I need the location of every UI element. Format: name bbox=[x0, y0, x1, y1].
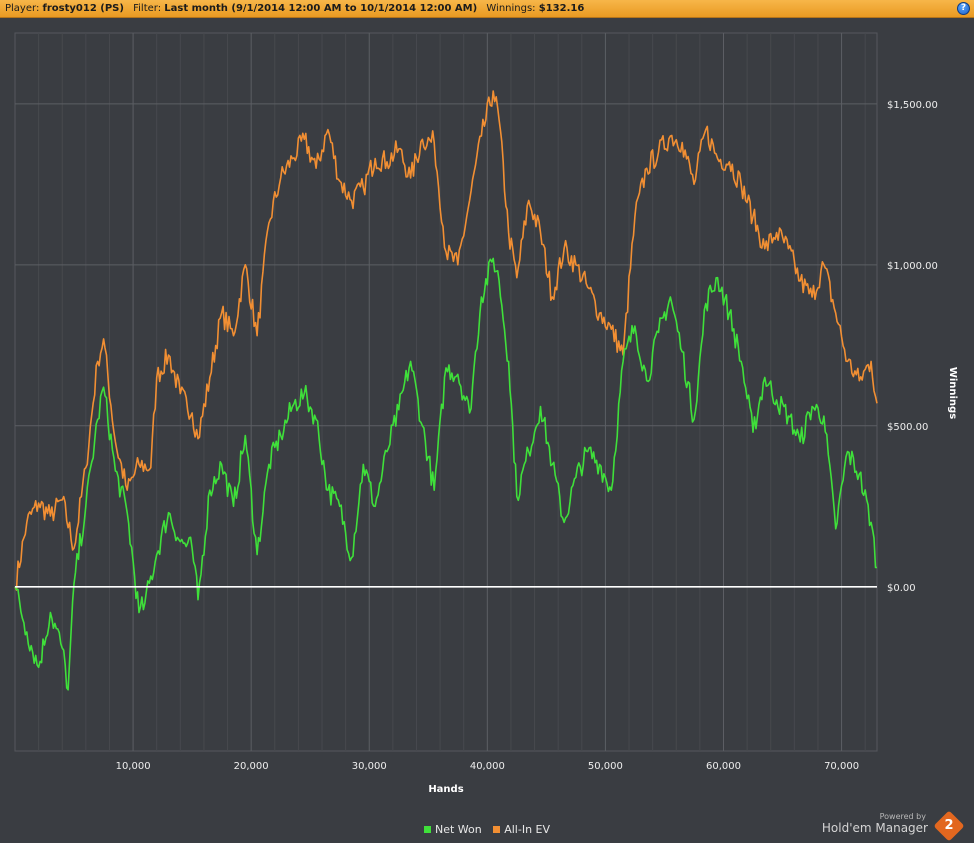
legend-item-net-won[interactable]: Net Won bbox=[423, 823, 482, 836]
brand-name: Hold'em Manager bbox=[821, 821, 928, 835]
y-axis-title: Winnings bbox=[947, 367, 958, 419]
legend-swatch-all-in-ev bbox=[493, 826, 501, 833]
powered-by-text: Powered by bbox=[879, 812, 926, 821]
plot-background bbox=[14, 32, 878, 752]
player-label: Player: bbox=[5, 3, 40, 14]
filter-value: Last month (9/1/2014 12:00 AM to 10/1/20… bbox=[164, 3, 478, 14]
x-tick-label: 20,000 bbox=[234, 761, 269, 772]
chart-legend: Net Won All-In EV bbox=[0, 823, 974, 836]
legend-label-net-won: Net Won bbox=[434, 823, 482, 836]
series-lines bbox=[14, 90, 878, 691]
x-tick-label: 70,000 bbox=[824, 761, 859, 772]
series-line-net-won bbox=[14, 257, 877, 691]
player-value: frosty012 (PS) bbox=[42, 3, 124, 14]
y-tick-label: $0.00 bbox=[887, 583, 916, 594]
tick-labels: 10,000 20,000 30,000 40,000 50,000 60,000 70,0… bbox=[116, 100, 938, 772]
legend-swatch-net-won bbox=[423, 826, 431, 833]
filter-label: Filter: bbox=[133, 3, 162, 14]
winnings-label: Winnings: bbox=[486, 3, 536, 14]
brand-badge-number: 2 bbox=[944, 818, 954, 833]
winnings-value: $132.16 bbox=[538, 3, 585, 14]
help-icon[interactable]: ? bbox=[957, 2, 970, 15]
legend-label-all-in-ev: All-In EV bbox=[504, 823, 551, 836]
x-tick-label: 40,000 bbox=[470, 761, 505, 772]
series-line-all-in-ev bbox=[14, 90, 878, 591]
x-tick-label: 30,000 bbox=[352, 761, 387, 772]
y-tick-label: $1,500.00 bbox=[887, 100, 938, 111]
report-header: Player: frosty012 (PS) Filter: Last mont… bbox=[0, 0, 974, 18]
x-tick-label: 50,000 bbox=[588, 761, 623, 772]
y-tick-label: $500.00 bbox=[887, 422, 928, 433]
x-tick-label: 10,000 bbox=[116, 761, 151, 772]
brand-logo: Powered by Hold'em Manager 2 bbox=[822, 810, 966, 842]
x-tick-label: 60,000 bbox=[706, 761, 741, 772]
legend-item-all-in-ev[interactable]: All-In EV bbox=[493, 823, 550, 836]
x-axis-title: Hands bbox=[428, 784, 463, 795]
y-tick-label: $1,000.00 bbox=[887, 261, 938, 272]
